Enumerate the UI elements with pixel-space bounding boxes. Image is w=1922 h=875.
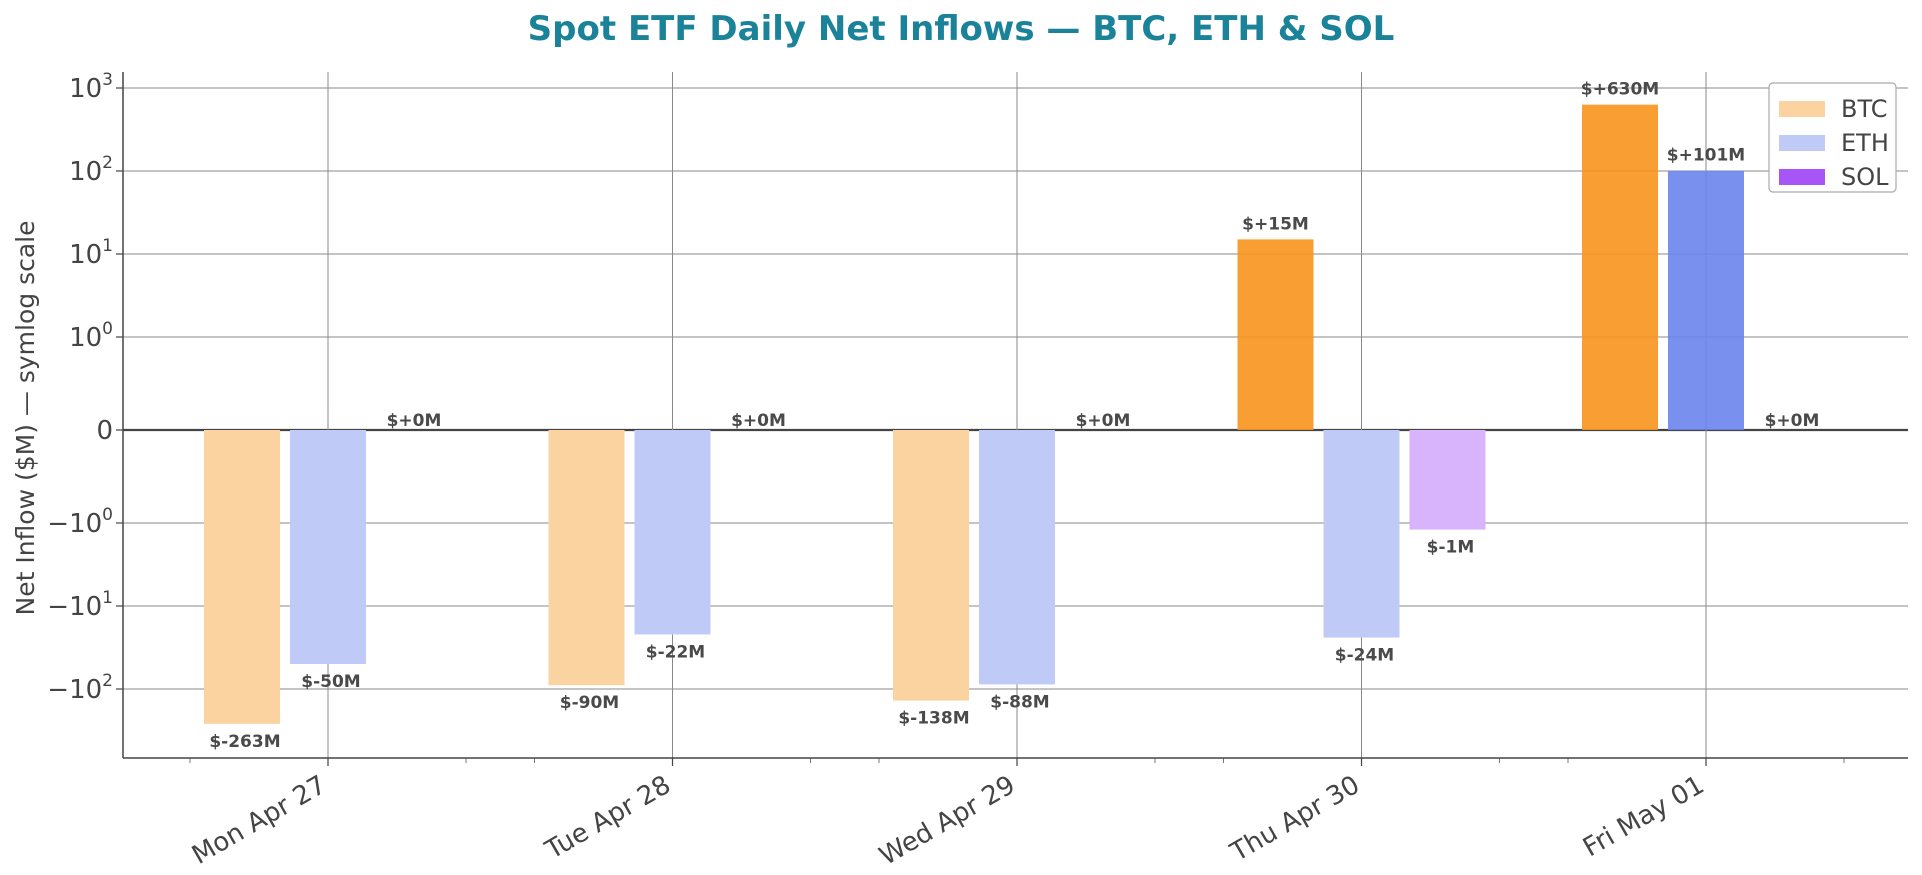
x-tick-label: Thu Apr 30 [1225,770,1365,868]
y-tick-label: 101 [69,236,113,270]
data-label: $-138M [898,709,969,729]
y-tick-label: −102 [47,671,113,705]
data-labels: $-263M $-90M $-138M $+15M $+630M $-50M $-22M $-… [209,80,1819,752]
data-label: $+630M [1581,80,1659,100]
bar-btc[interactable] [1237,239,1314,430]
data-label: $+0M [387,411,442,431]
data-label: $-263M [209,732,280,752]
chart-title: Spot ETF Daily Net Inflows — BTC, ETH & … [528,9,1395,49]
data-label: $-50M [301,672,360,692]
y-tick-label: −101 [47,588,113,622]
bar-eth[interactable] [634,430,711,635]
data-label: $-24M [1335,646,1394,666]
x-tick-label: Fri May 01 [1578,770,1709,863]
legend-swatch-btc [1779,101,1825,117]
legend-label-btc: BTC [1841,95,1887,123]
data-label: $+0M [1765,411,1820,431]
legend[interactable]: BTC ETH SOL [1768,82,1897,193]
x-tick-label: Mon Apr 27 [187,770,331,871]
data-label: $+101M [1667,146,1745,166]
bar-eth[interactable] [1668,170,1744,430]
bar-btc[interactable] [548,430,625,686]
data-label: $+0M [1076,411,1131,431]
bar-btc[interactable] [1582,104,1658,431]
data-label: $+15M [1242,214,1309,234]
axes [116,72,1908,766]
bar-sol[interactable] [1409,430,1486,530]
x-tick-label: Wed Apr 29 [874,770,1020,872]
data-label: $-22M [646,642,705,662]
x-tick-label: Tue Apr 28 [540,770,676,866]
bars [204,104,1744,724]
bar-eth[interactable] [1323,430,1400,638]
bar-eth[interactable] [290,430,366,665]
bar-eth[interactable] [979,430,1055,685]
data-label: $-1M [1427,538,1475,558]
y-axis-label: Net Inflow ($M) — symlog scale [11,220,40,615]
legend-swatch-sol [1779,169,1825,185]
y-tick-label: 100 [69,319,113,353]
y-tick-label: 0 [96,416,113,446]
data-label: $-90M [560,693,619,713]
bar-btc[interactable] [893,430,969,701]
legend-label-sol: SOL [1841,163,1889,191]
data-label: $-88M [990,692,1049,712]
bar-btc[interactable] [204,430,280,724]
legend-swatch-eth [1779,135,1825,151]
y-tick-label: −100 [47,505,113,539]
data-label: $+0M [731,411,786,431]
y-tick-label: 102 [69,153,113,187]
legend-label-eth: ETH [1841,129,1889,157]
y-tick-label: 103 [69,70,113,104]
